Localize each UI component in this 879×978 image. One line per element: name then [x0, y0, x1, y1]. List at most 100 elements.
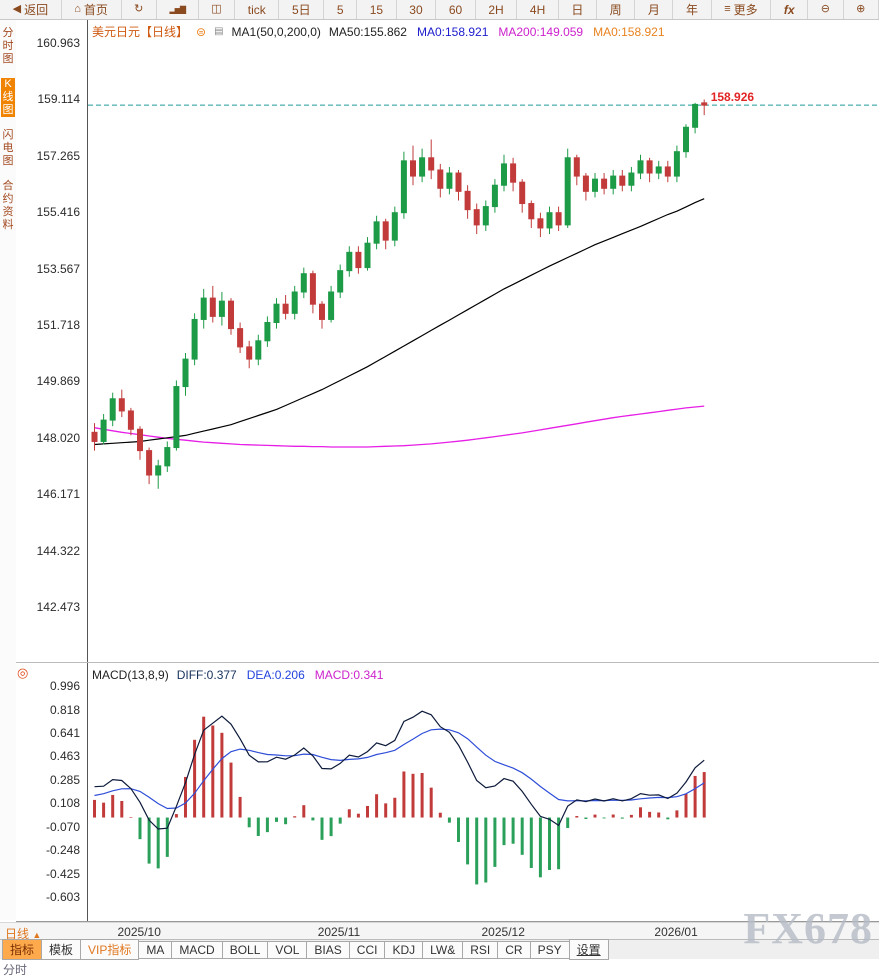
- macd-tick-label: -0.603: [46, 890, 80, 904]
- ma-value: MA0:158.921: [593, 25, 664, 39]
- zoom-in-button[interactable]: ⊕: [844, 0, 879, 19]
- ma-value: MA0:158.921: [417, 25, 488, 39]
- tab-ma[interactable]: MA: [138, 941, 172, 959]
- interval-30m-button-label: 30: [409, 3, 422, 17]
- tab-lw[interactable]: LW&: [422, 941, 463, 959]
- fx-tools-button[interactable]: fx: [771, 0, 808, 19]
- interval-4h-button[interactable]: 4H: [517, 0, 559, 19]
- macd-tick-label: 0.641: [50, 726, 80, 740]
- tab-vol[interactable]: VOL: [267, 941, 307, 959]
- price-tick-label: 151.718: [37, 318, 80, 332]
- partial-bottom-label: 分时: [3, 961, 27, 978]
- price-tick-label: 160.963: [37, 36, 80, 50]
- macd-value: DEA:0.206: [247, 668, 305, 682]
- tab-bias[interactable]: BIAS: [306, 941, 349, 959]
- price-tick-label: 159.114: [38, 92, 81, 106]
- symbol-title: 美元日元【日线】: [92, 23, 188, 40]
- interval-60m-button-label: 60: [449, 3, 462, 17]
- price-tick-label: 148.020: [37, 431, 80, 445]
- refresh-icon: ↻: [134, 4, 143, 15]
- interval-tick-button-label: tick: [248, 3, 266, 17]
- tab-settings[interactable]: 设置: [569, 939, 609, 960]
- macd-tick-label: -0.248: [46, 843, 80, 857]
- sidebar-item-contract-info[interactable]: 合约资料: [1, 180, 15, 232]
- interval-tick-button[interactable]: tick: [235, 0, 279, 19]
- macd-value: DIFF:0.377: [177, 668, 237, 682]
- x-axis-label: 2025/12: [482, 925, 534, 939]
- tab-indicator[interactable]: 指标: [2, 939, 42, 960]
- tab-cr[interactable]: CR: [497, 941, 530, 959]
- menu-icon: ≡: [724, 4, 730, 15]
- symbol-settings-icon[interactable]: ⊜: [196, 25, 206, 39]
- ma-values: MA50:155.862 MA0:158.921 MA200:149.059 MA0:…: [329, 25, 675, 39]
- macd-tick-label: 0.108: [50, 796, 80, 810]
- ma-config-label: MA1(50,0,200,0): [232, 25, 321, 39]
- interval-15m-button[interactable]: 15: [357, 0, 397, 19]
- macd-title: MACD(13,8,9): [92, 668, 169, 682]
- interval-week-button[interactable]: 周: [597, 0, 635, 19]
- tab-kdj[interactable]: KDJ: [384, 941, 423, 959]
- price-tick-label: 146.171: [37, 487, 80, 501]
- x-axis-label: 2025/11: [318, 925, 370, 939]
- tab-boll[interactable]: BOLL: [222, 941, 269, 959]
- tab-rsi[interactable]: RSI: [462, 941, 498, 959]
- macd-tick-label: -0.070: [46, 820, 80, 834]
- interval-day-button[interactable]: 日: [559, 0, 597, 19]
- interval-day-button-label: 日: [571, 1, 583, 18]
- interval-5m-button[interactable]: 5: [324, 0, 357, 19]
- price-tick-label: 157.265: [37, 149, 80, 163]
- zoom-out-icon: ⊖: [821, 4, 830, 15]
- refresh-button[interactable]: ↻: [122, 0, 157, 19]
- interval-30m-button[interactable]: 30: [397, 0, 437, 19]
- tab-macd[interactable]: MACD: [171, 941, 222, 959]
- tab-vip-indicator[interactable]: VIP指标: [80, 939, 139, 960]
- ma-legend-icon: ▤: [214, 26, 223, 37]
- interval-5d-button[interactable]: 5日: [279, 0, 324, 19]
- left-sidebar: 分时图 K线图闪电图合约资料: [0, 20, 16, 920]
- price-tick-label: 153.567: [37, 262, 80, 276]
- interval-year-button[interactable]: 年: [673, 0, 711, 19]
- zoom-in-icon: ⊕: [856, 4, 865, 15]
- candlestick-icon: ◫: [211, 4, 221, 15]
- bar-chart-view-button[interactable]: ▂▅▇: [157, 0, 199, 19]
- sidebar-item-lightning-chart[interactable]: 闪电图: [1, 129, 15, 168]
- fx-tools-button-label: fx: [784, 3, 795, 17]
- interval-2h-button-label: 2H: [488, 3, 503, 17]
- interval-2h-button[interactable]: 2H: [476, 0, 518, 19]
- tab-cci[interactable]: CCI: [349, 941, 386, 959]
- interval-month-button-label: 月: [648, 1, 660, 18]
- macd-tick-label: 0.463: [50, 749, 80, 763]
- zoom-out-button[interactable]: ⊖: [808, 0, 843, 19]
- tab-template[interactable]: 模板: [41, 939, 81, 960]
- interval-60m-button[interactable]: 60: [436, 0, 476, 19]
- macd-tick-label: 0.285: [50, 773, 80, 787]
- x-axis-label: 2026/01: [654, 925, 706, 939]
- macd-value: MACD:0.341: [315, 668, 384, 682]
- sidebar-item-kline-chart[interactable]: K线图: [1, 78, 15, 117]
- home-button-label: 首页: [84, 1, 108, 18]
- ma-value: MA200:149.059: [498, 25, 583, 39]
- more-button-label: 更多: [734, 1, 758, 18]
- sidebar-item-time-chart[interactable]: 分时图: [1, 27, 15, 66]
- macd-tick-label: 0.996: [50, 679, 80, 693]
- tab-psy[interactable]: PSY: [530, 941, 570, 959]
- current-price-label: 158.926: [711, 90, 754, 104]
- interval-15m-button-label: 15: [370, 3, 383, 17]
- interval-5m-button-label: 5: [337, 3, 344, 17]
- price-tick-label: 144.322: [37, 544, 80, 558]
- candlestick-view-button[interactable]: ◫: [199, 0, 236, 19]
- chart-header: 美元日元【日线】 ⊜ ▤ MA1(50,0,200,0) MA50:155.86…: [92, 23, 675, 40]
- indicator-settings-icon[interactable]: ◎: [17, 665, 28, 681]
- interval-month-button[interactable]: 月: [635, 0, 673, 19]
- x-axis-label: 2025/10: [118, 925, 170, 939]
- bar-chart-icon: ▂▅▇: [170, 6, 185, 14]
- more-button[interactable]: ≡ 更多: [712, 0, 772, 19]
- ma-value: MA50:155.862: [329, 25, 407, 39]
- interval-year-button-label: 年: [686, 1, 698, 18]
- price-tick-label: 149.869: [37, 374, 80, 388]
